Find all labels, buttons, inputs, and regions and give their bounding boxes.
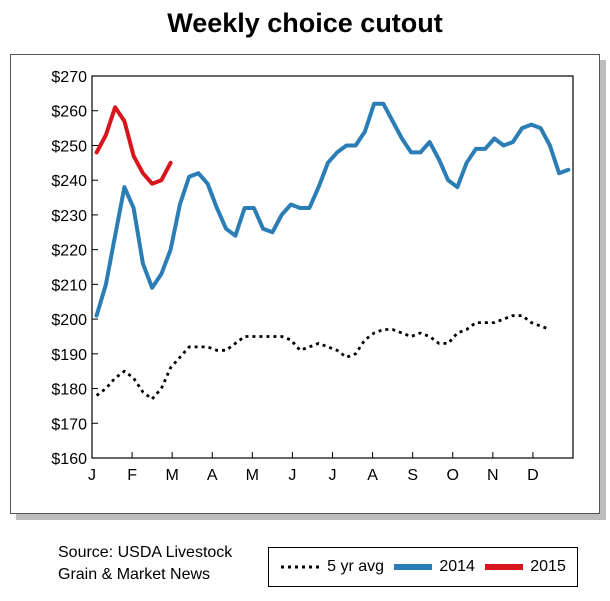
y-tick-label: $160 [51,451,87,468]
legend-label-2015: 2015 [530,558,566,575]
legend-item-5yr-avg: 5 yr avg [280,558,384,576]
source-note: Source: USDA Livestock Grain & Market Ne… [58,542,232,586]
x-tick-label: M [166,467,179,484]
legend-label-2014: 2014 [439,558,475,575]
y-tick-label: $200 [51,312,87,329]
y-tick-label: $170 [51,416,87,433]
y-tick-label: $220 [51,243,87,260]
y-tick-label: $240 [51,173,87,190]
x-tick-label: N [487,467,499,484]
y-tick-label: $230 [51,208,87,225]
source-line-2: Grain & Market News [58,566,211,583]
legend-swatch-5yr-avg [281,565,320,569]
legend: 5 yr avg 2014 2015 [268,547,578,587]
x-tick-label: A [207,467,218,484]
x-tick-label: M [246,467,259,484]
x-tick-label: S [407,467,418,484]
y-tick-label: $180 [51,382,87,399]
legend-swatch-2014 [394,564,433,570]
series-line-5-yr-avg [95,314,551,401]
x-tick-label: D [527,467,539,484]
x-tick-label: F [127,467,137,484]
source-line-1: Source: USDA Livestock [58,544,233,561]
x-tick-label: J [288,467,296,484]
series-line-2014 [94,101,571,318]
y-tick-label: $210 [51,277,87,294]
legend-label-5yr-avg: 5 yr avg [327,558,385,575]
chart-title: Weekly choice cutout [167,8,443,38]
y-tick-label: $270 [51,69,87,86]
y-tick-label: $260 [51,104,87,121]
x-tick-label: O [447,467,459,484]
legend-item-2015: 2015 [485,558,566,576]
legend-item-2014: 2014 [394,558,475,576]
x-tick-label: J [329,467,337,484]
series-line-2015 [94,105,173,186]
y-tick-label: $190 [51,347,87,364]
x-tick-label: J [88,467,96,484]
x-tick-label: A [367,467,378,484]
y-tick-label: $250 [51,138,87,155]
legend-swatch-2015 [485,564,524,570]
